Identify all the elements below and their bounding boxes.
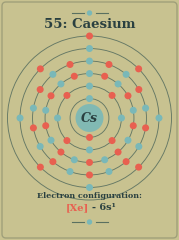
Circle shape [86, 95, 93, 102]
Circle shape [63, 137, 70, 144]
Circle shape [86, 58, 93, 65]
Circle shape [86, 171, 93, 179]
Circle shape [135, 86, 142, 93]
Circle shape [135, 65, 142, 72]
Circle shape [105, 61, 112, 68]
Circle shape [124, 92, 132, 99]
Circle shape [76, 104, 103, 132]
Circle shape [37, 65, 44, 72]
Circle shape [115, 149, 122, 156]
Text: Electron configuration:: Electron configuration: [37, 192, 142, 200]
Circle shape [54, 114, 61, 121]
Circle shape [109, 92, 116, 99]
Circle shape [37, 143, 44, 150]
Circle shape [30, 124, 37, 131]
Circle shape [124, 137, 132, 144]
Circle shape [115, 80, 122, 87]
Circle shape [123, 71, 130, 78]
Circle shape [37, 164, 44, 171]
Circle shape [86, 184, 93, 191]
Circle shape [71, 156, 78, 163]
Circle shape [86, 146, 93, 153]
Circle shape [135, 143, 142, 150]
Circle shape [63, 92, 70, 99]
Circle shape [42, 122, 49, 129]
Circle shape [86, 83, 93, 90]
Circle shape [57, 80, 64, 87]
Circle shape [47, 92, 55, 99]
Text: - 6s¹: - 6s¹ [92, 204, 115, 212]
Circle shape [86, 45, 93, 52]
Circle shape [16, 114, 23, 121]
Circle shape [88, 11, 91, 15]
Text: [Xe]: [Xe] [66, 204, 89, 212]
Circle shape [101, 73, 108, 80]
Circle shape [86, 159, 93, 166]
Circle shape [101, 156, 108, 163]
Circle shape [123, 158, 130, 165]
Circle shape [67, 168, 74, 175]
Circle shape [88, 220, 91, 224]
Circle shape [86, 134, 93, 141]
Circle shape [130, 107, 137, 114]
Circle shape [142, 105, 149, 112]
Circle shape [142, 124, 149, 131]
Circle shape [105, 168, 112, 175]
Circle shape [109, 137, 116, 144]
Circle shape [49, 71, 56, 78]
Circle shape [86, 70, 93, 77]
Circle shape [156, 114, 163, 121]
Circle shape [67, 61, 74, 68]
Circle shape [30, 105, 37, 112]
Circle shape [130, 122, 137, 129]
Text: 55: Caesium: 55: Caesium [44, 18, 135, 31]
Circle shape [57, 149, 64, 156]
Text: Cs: Cs [81, 112, 98, 125]
Circle shape [47, 137, 55, 144]
Circle shape [49, 158, 56, 165]
Circle shape [118, 114, 125, 121]
Circle shape [86, 32, 93, 40]
Circle shape [71, 73, 78, 80]
Circle shape [37, 86, 44, 93]
FancyBboxPatch shape [2, 2, 177, 238]
Circle shape [135, 164, 142, 171]
Circle shape [42, 107, 49, 114]
